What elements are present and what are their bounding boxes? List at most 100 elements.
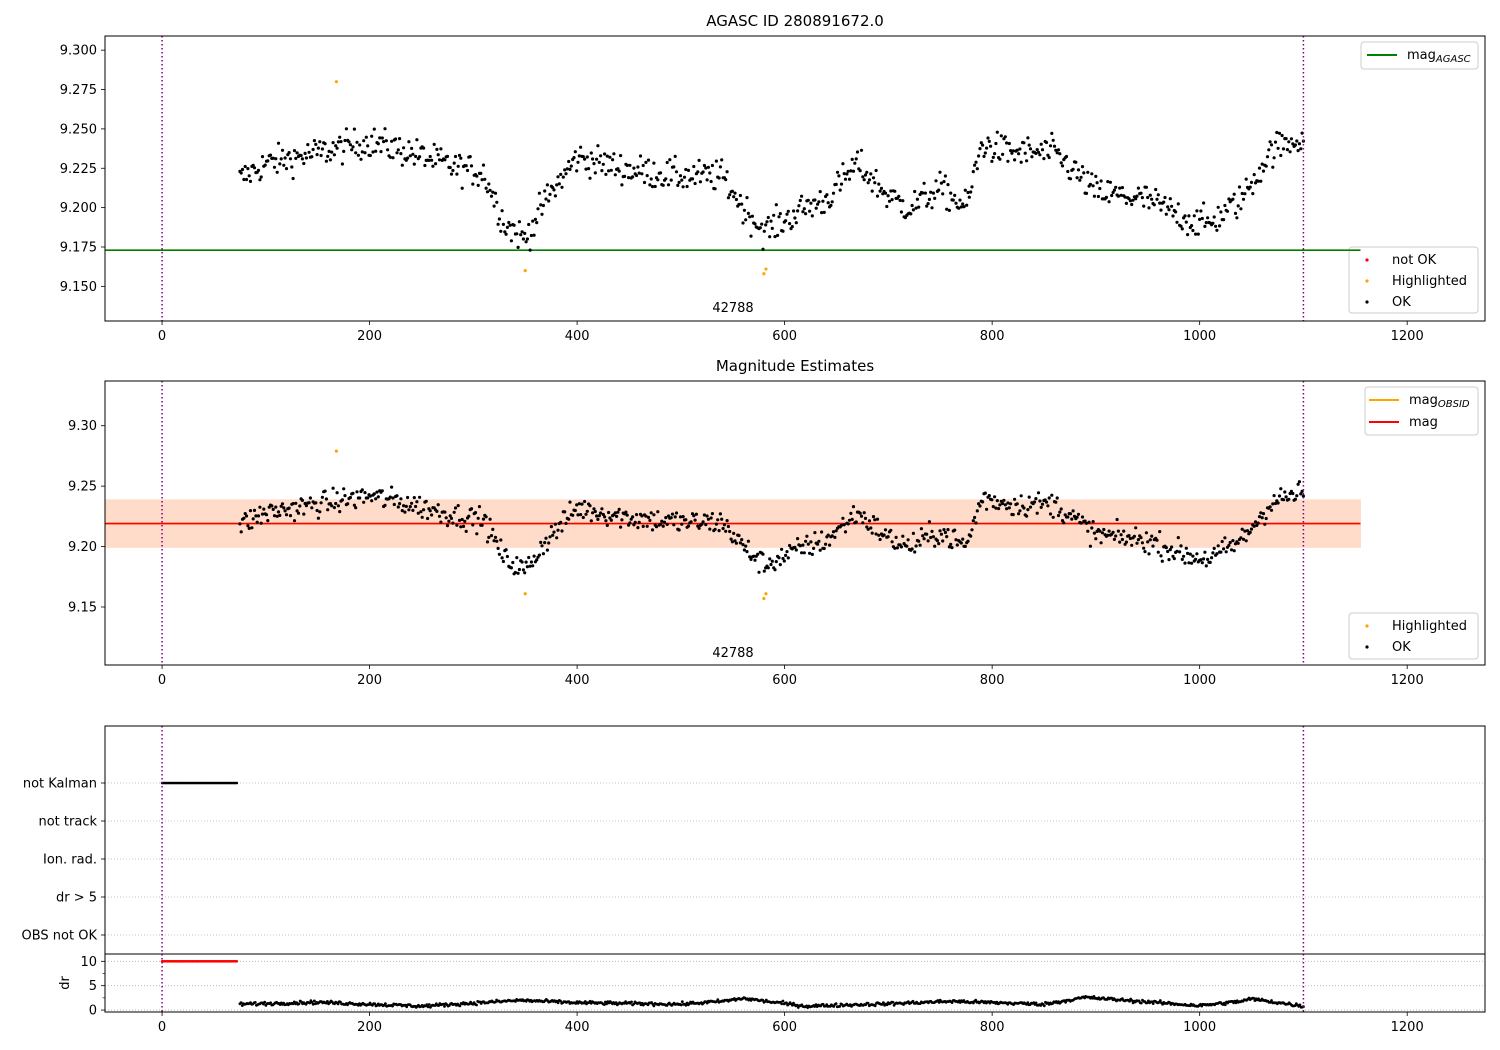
point-ok <box>648 183 652 187</box>
point-ok <box>698 180 703 184</box>
point-ok <box>540 212 544 216</box>
point-ok <box>1166 549 1170 554</box>
point-ok <box>925 532 929 536</box>
point-ok <box>634 173 639 178</box>
point-ok <box>997 507 1001 511</box>
point-ok <box>681 185 685 189</box>
point-ok <box>525 237 530 241</box>
point-ok <box>332 506 336 510</box>
point-ok <box>456 504 460 508</box>
point-ok <box>346 502 350 506</box>
point-ok <box>898 198 902 202</box>
point-ok <box>793 216 797 220</box>
point-ok <box>416 511 420 515</box>
point-ok <box>1191 228 1195 233</box>
point-ok <box>461 524 466 529</box>
point-ok <box>1227 197 1231 201</box>
point-highlighted <box>334 449 338 453</box>
point-ok <box>865 170 869 174</box>
x-tick-label: 200 <box>357 673 382 688</box>
point-ok <box>1190 224 1194 228</box>
point-ok <box>331 141 335 145</box>
point-ok <box>1275 130 1279 135</box>
x-tick-label: 600 <box>772 329 797 344</box>
point-ok <box>895 546 900 550</box>
point-ok <box>854 157 858 161</box>
point-ok <box>692 514 696 518</box>
point-ok <box>256 168 261 172</box>
point-ok <box>406 495 410 500</box>
point-ok <box>983 491 987 495</box>
x-tick-label: 800 <box>980 329 1005 344</box>
point-ok <box>646 515 651 520</box>
point-ok <box>350 148 354 152</box>
point-ok <box>1265 155 1270 159</box>
point-ok <box>1249 180 1254 184</box>
point-ok <box>974 160 978 164</box>
point-ok <box>729 537 733 541</box>
point-ok <box>1112 188 1116 192</box>
legend-marker-highlighted <box>1365 279 1369 283</box>
point-ok <box>1030 155 1034 159</box>
point-ok <box>877 533 881 537</box>
point-ok <box>1208 560 1212 565</box>
point-ok <box>436 153 440 157</box>
point-ok <box>774 560 778 564</box>
point-ok <box>445 154 450 158</box>
point-ok <box>866 181 870 185</box>
point-ok <box>555 183 559 187</box>
point-ok <box>244 514 249 518</box>
point-ok <box>1158 201 1162 205</box>
point-ok <box>366 496 370 500</box>
point-ok <box>999 134 1003 138</box>
point-ok <box>648 518 652 523</box>
point-ok <box>1227 543 1231 548</box>
point-ok <box>841 162 845 166</box>
point-ok <box>720 158 724 162</box>
point-ok <box>431 164 435 168</box>
point-ok <box>1297 142 1301 146</box>
point-ok <box>720 517 724 521</box>
point-ok <box>1002 498 1006 502</box>
point-ok <box>1090 172 1094 176</box>
point-ok <box>1257 166 1262 170</box>
point-ok <box>1124 201 1128 205</box>
point-ok <box>326 508 330 512</box>
point-ok <box>1025 514 1029 518</box>
point-ok <box>825 193 829 197</box>
point-ok <box>1199 209 1203 213</box>
point-ok <box>1068 512 1073 516</box>
point-ok <box>658 522 663 526</box>
point-ok <box>1088 182 1092 186</box>
point-ok <box>517 220 522 224</box>
point-ok <box>953 193 957 197</box>
point-ok <box>591 157 595 161</box>
point-dr-5 <box>235 960 239 963</box>
point-ok <box>411 508 415 512</box>
point-ok <box>1210 556 1214 560</box>
point-ok <box>1143 550 1147 554</box>
point-ok <box>784 219 788 223</box>
point-ok <box>383 503 387 507</box>
point-ok <box>717 529 721 533</box>
point-ok <box>1159 208 1163 212</box>
point-ok <box>559 172 563 176</box>
point-ok <box>745 550 749 554</box>
point-ok <box>457 153 462 157</box>
point-ok <box>1130 202 1134 207</box>
point-ok <box>777 556 781 560</box>
point-ok <box>1115 517 1119 522</box>
point-ok <box>1120 537 1124 542</box>
point-ok <box>276 141 281 145</box>
point-ok <box>427 158 431 162</box>
point-ok <box>939 181 944 185</box>
x-tick-label: 0 <box>158 329 166 344</box>
point-ok <box>910 547 914 551</box>
point-ok <box>766 215 770 220</box>
point-ok <box>1005 507 1009 511</box>
point-ok <box>557 182 561 186</box>
point-ok <box>673 154 677 158</box>
point-ok <box>464 164 468 168</box>
point-ok <box>1134 197 1138 201</box>
point-ok <box>1156 193 1160 197</box>
